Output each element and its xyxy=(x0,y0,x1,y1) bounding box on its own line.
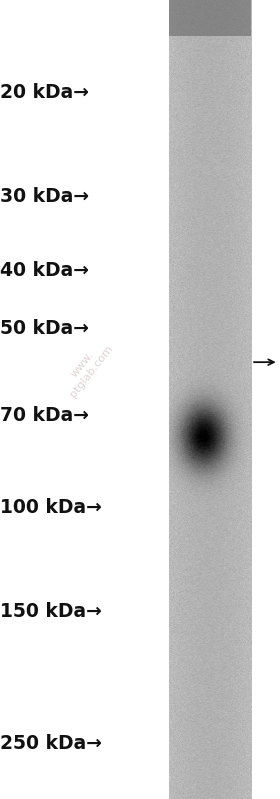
Text: 100 kDa→: 100 kDa→ xyxy=(0,498,102,517)
Text: 70 kDa→: 70 kDa→ xyxy=(0,406,89,424)
Text: 30 kDa→: 30 kDa→ xyxy=(0,187,89,206)
Text: 250 kDa→: 250 kDa→ xyxy=(0,734,102,753)
Text: www.
ptglab.com: www. ptglab.com xyxy=(59,336,115,399)
Text: 150 kDa→: 150 kDa→ xyxy=(0,602,102,622)
Bar xyxy=(169,0,251,36)
Text: 20 kDa→: 20 kDa→ xyxy=(0,82,89,101)
Text: 50 kDa→: 50 kDa→ xyxy=(0,319,89,338)
Text: 40 kDa→: 40 kDa→ xyxy=(0,261,89,280)
